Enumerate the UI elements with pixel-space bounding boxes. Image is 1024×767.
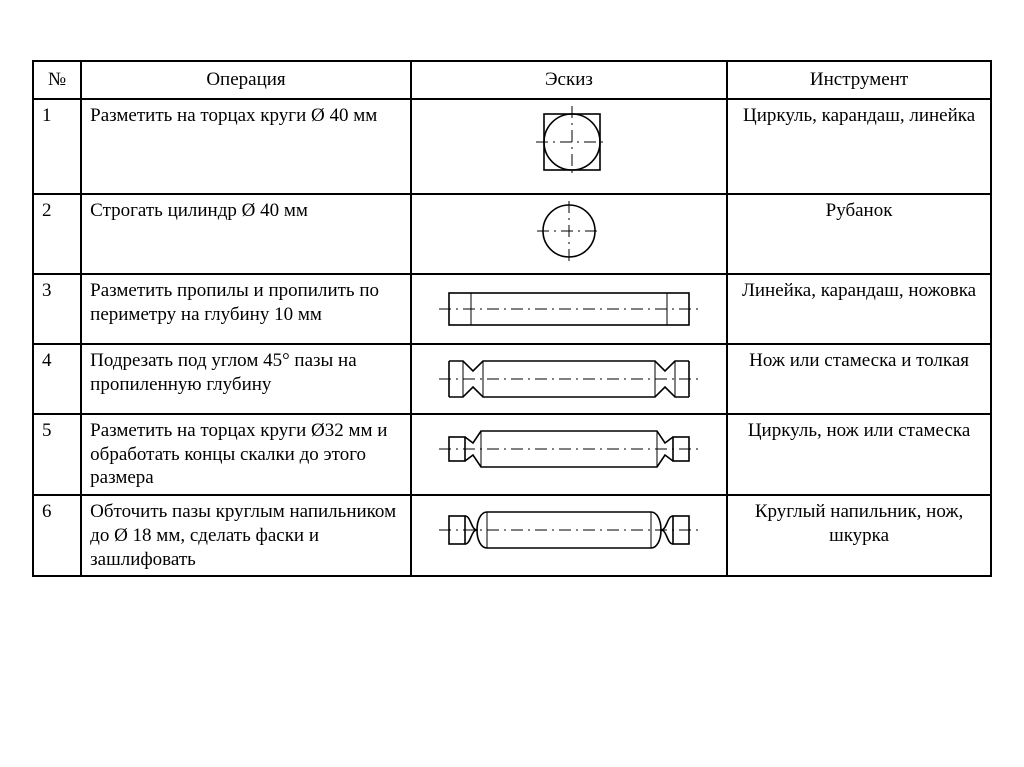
sketch-circle-cross-icon (509, 199, 629, 269)
cell-tool: Круглый напильник, нож, шкурка (727, 495, 991, 576)
table-row: 6 Обточить пазы круглым напильником до Ø… (33, 495, 991, 576)
sketch-cylinder-vgroove-icon (429, 349, 709, 409)
cell-num: 5 (33, 414, 81, 495)
cell-sketch (411, 414, 727, 495)
sketch-cylinder-final-icon (429, 500, 709, 560)
cell-operation: Подрезать под углом 45° пазы на пропилен… (81, 344, 411, 414)
cell-num: 4 (33, 344, 81, 414)
cell-num: 6 (33, 495, 81, 576)
process-table: № Операция Эскиз Инструмент 1 Разметить … (32, 60, 992, 577)
table-row: 2 Строгать цилиндр Ø 40 мм Рубанок (33, 194, 991, 274)
cell-tool: Рубанок (727, 194, 991, 274)
sketch-circle-in-square-icon (509, 104, 629, 189)
cell-sketch (411, 99, 727, 194)
cell-num: 3 (33, 274, 81, 344)
cell-tool: Циркуль, нож или стамеска (727, 414, 991, 495)
cell-tool: Линейка, карандаш, ножовка (727, 274, 991, 344)
cell-operation: Разметить на торцах круги Ø32 мм и обраб… (81, 414, 411, 495)
cell-num: 1 (33, 99, 81, 194)
cell-operation: Разметить на торцах круги Ø 40 мм (81, 99, 411, 194)
header-sketch: Эскиз (411, 61, 727, 99)
cell-sketch (411, 194, 727, 274)
cell-operation: Разметить пропилы и пропилить по перимет… (81, 274, 411, 344)
table-row: 5 Разметить на торцах круги Ø32 мм и обр… (33, 414, 991, 495)
header-num: № (33, 61, 81, 99)
sketch-cylinder-endred-icon (429, 419, 709, 479)
cell-tool: Циркуль, карандаш, линейка (727, 99, 991, 194)
cell-tool: Нож или стамеска и толкая (727, 344, 991, 414)
cell-num: 2 (33, 194, 81, 274)
header-tool: Инструмент (727, 61, 991, 99)
cell-sketch (411, 344, 727, 414)
cell-operation: Обточить пазы круглым напильником до Ø 1… (81, 495, 411, 576)
header-operation: Операция (81, 61, 411, 99)
cell-operation: Строгать цилиндр Ø 40 мм (81, 194, 411, 274)
header-row: № Операция Эскиз Инструмент (33, 61, 991, 99)
cell-sketch (411, 495, 727, 576)
cell-sketch (411, 274, 727, 344)
table-row: 3 Разметить пропилы и пропилить по перим… (33, 274, 991, 344)
sketch-cylinder-marks-icon (429, 279, 709, 339)
table-row: 4 Подрезать под углом 45° пазы на пропил… (33, 344, 991, 414)
table-row: 1 Разметить на торцах круги Ø 40 мм Цирк… (33, 99, 991, 194)
